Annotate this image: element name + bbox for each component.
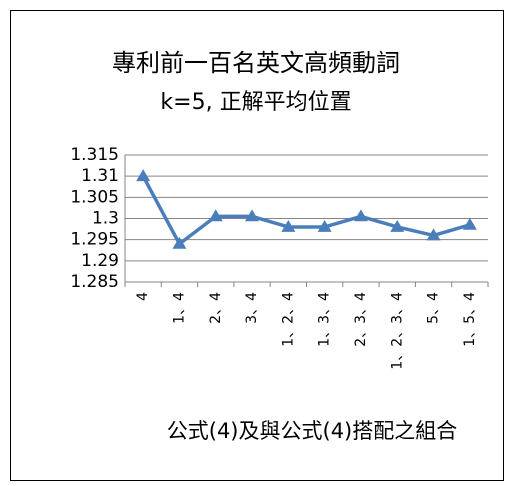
marker: [281, 219, 296, 232]
marker: [245, 209, 260, 222]
x-tick-label: 1、2、3、4: [389, 292, 405, 370]
x-tick-label: 5、4: [426, 292, 442, 324]
marker: [208, 209, 223, 222]
y-tick-label: 1.31: [81, 166, 119, 186]
y-tick-label: 1.305: [70, 187, 119, 207]
x-tick-label: 2、3、4: [353, 292, 369, 347]
y-tick-label: 1.295: [70, 230, 119, 250]
x-tick-label: 3、4: [244, 292, 260, 324]
chart-frame: [10, 10, 504, 481]
marker: [317, 219, 332, 232]
x-axis-label: 公式(4)及與公式(4)搭配之組合: [167, 419, 458, 443]
x-tick-label: 1、2、4: [280, 292, 296, 347]
chart-title: 專利前一百名英文高頻動詞: [112, 49, 400, 77]
y-tick-label: 1.285: [70, 272, 119, 292]
marker: [390, 219, 405, 232]
y-tick-label: 1.29: [81, 251, 119, 271]
y-tick-label: 1.315: [70, 145, 119, 165]
x-tick-label: 1、5、4: [462, 292, 478, 347]
chart-subtitle: k=5, 正解平均位置: [160, 90, 351, 115]
marker: [353, 209, 368, 222]
series-line: [141, 175, 471, 246]
marker: [172, 236, 187, 249]
x-tick-label: 4: [135, 292, 151, 301]
marker: [136, 169, 151, 182]
y-tick-label: 1.3: [92, 209, 119, 229]
x-tick-label: 2、4: [208, 292, 224, 324]
x-tick-label: 1、4: [171, 292, 187, 324]
marker: [462, 217, 477, 230]
x-tick-label: 1、3、4: [317, 292, 333, 347]
marker: [426, 228, 441, 241]
